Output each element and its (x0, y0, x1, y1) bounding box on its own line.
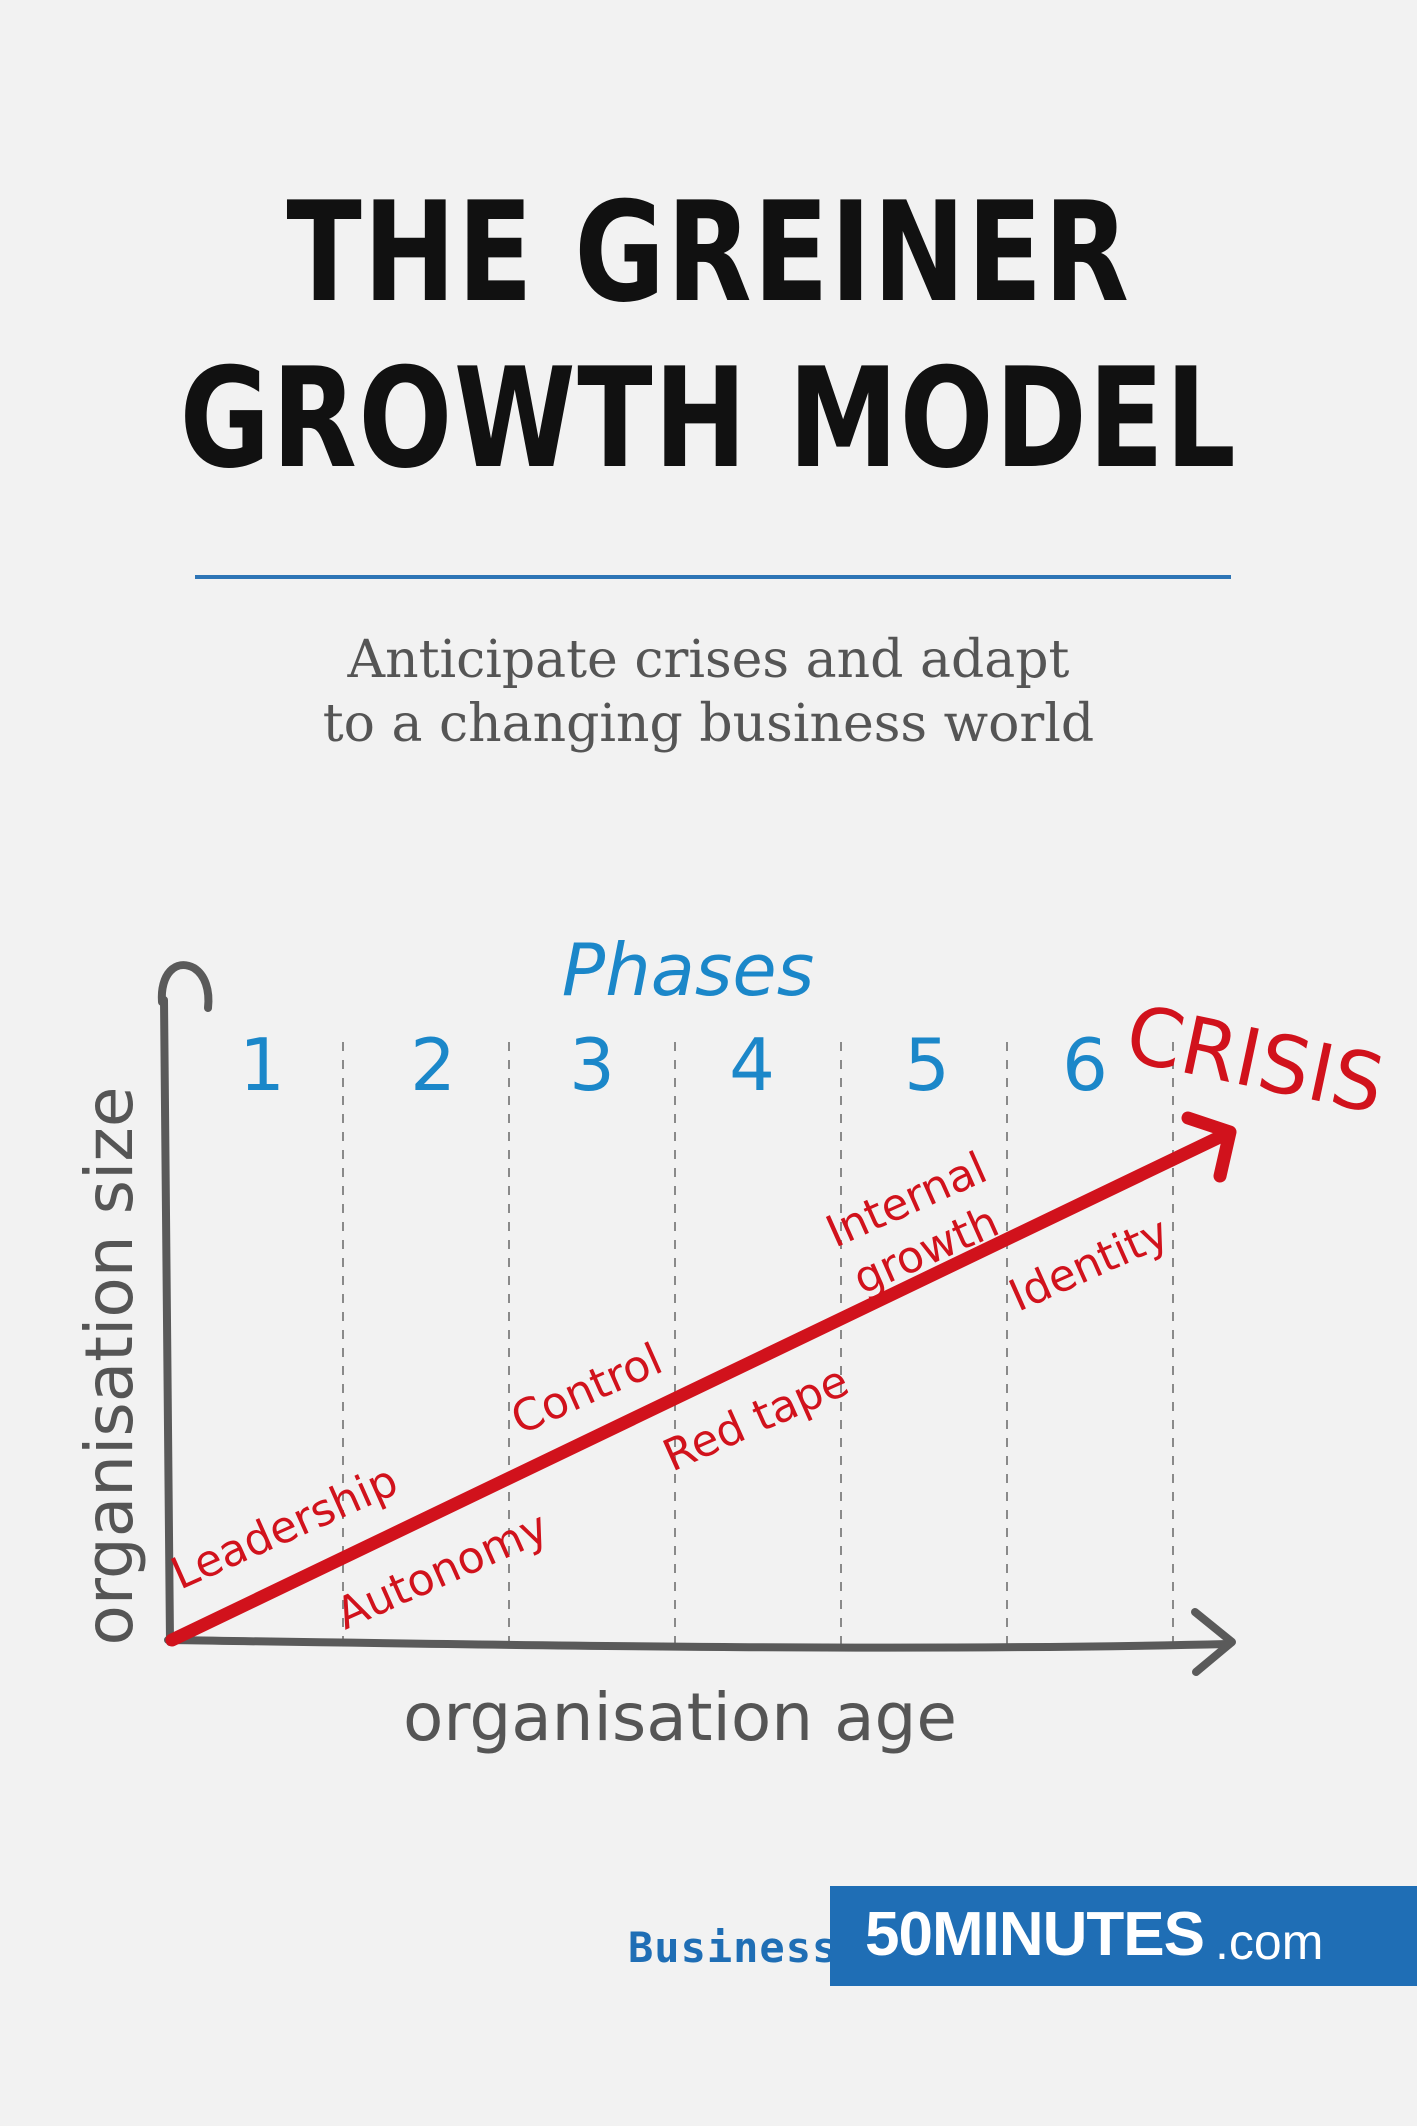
publisher-logo-main: 50MINUTES (865, 1900, 1205, 1969)
phases-label: Phases (562, 928, 815, 1012)
phase-number-4: 4 (729, 1023, 775, 1107)
x-axis-arrowhead (1191, 1608, 1236, 1676)
stage-label-autonomy: Autonomy (329, 1502, 556, 1640)
growth-arrowhead (1181, 1111, 1237, 1183)
title-line-1: THE GREINER (286, 172, 1131, 333)
x-axis (164, 1636, 1232, 1652)
phase-number-3: 3 (569, 1023, 615, 1107)
publisher-logo-suffix: .com (1215, 1914, 1324, 1970)
title-line-2: GROWTH MODEL (179, 338, 1238, 499)
book-subtitle: Anticipate crises and adapt to a changin… (0, 628, 1417, 756)
crisis-label: CRISIS (1118, 987, 1392, 1132)
book-title: THE GREINER GROWTH MODEL (142, 170, 1276, 502)
stage-label-red-tape: Red tape (656, 1355, 857, 1482)
growth-arrow (165, 1111, 1237, 1647)
axes (157, 961, 1236, 1676)
subtitle-line-2: to a changing business world (322, 694, 1095, 754)
stage-label-control: Control (504, 1334, 670, 1445)
title-divider (195, 575, 1231, 579)
phase-number-2: 2 (410, 1023, 456, 1107)
x-axis-label: organisation age (403, 1679, 957, 1756)
y-axis (160, 996, 174, 1646)
category-label: Business (628, 1923, 839, 1972)
growth-line (165, 1127, 1233, 1647)
phase-number-5: 5 (904, 1023, 950, 1107)
phase-number-6: 6 (1062, 1023, 1108, 1107)
phase-number-1: 1 (239, 1023, 285, 1107)
phase-numbers: 1 2 3 4 5 6 (239, 1023, 1108, 1107)
subtitle-line-1: Anticipate crises and adapt (347, 630, 1070, 690)
publisher-logo: 50MINUTES .com (830, 1886, 1417, 1986)
y-axis-label: organisation size (71, 1086, 148, 1645)
y-axis-arrowhead (157, 961, 213, 1012)
